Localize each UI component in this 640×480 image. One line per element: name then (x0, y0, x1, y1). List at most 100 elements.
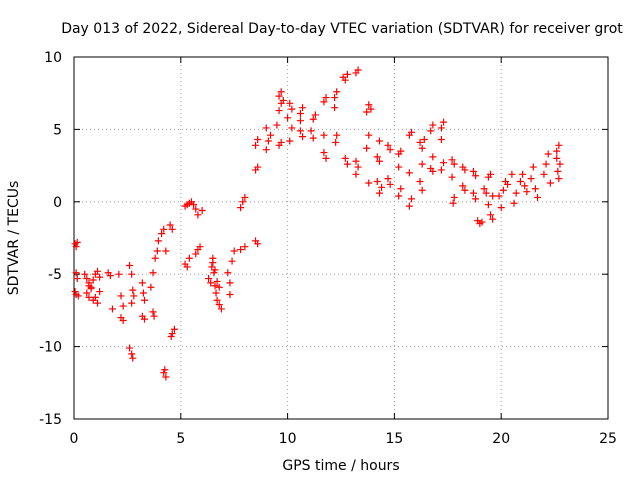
data-point (484, 201, 492, 209)
data-point (343, 70, 351, 78)
data-point (237, 204, 245, 212)
data-point (365, 179, 373, 187)
data-point (212, 289, 220, 297)
data-point (554, 167, 562, 175)
data-point (512, 189, 520, 197)
data-point (198, 206, 206, 214)
data-point (277, 88, 285, 96)
data-point (437, 124, 445, 132)
data-point (440, 118, 448, 126)
x-tick-label: 10 (279, 431, 297, 447)
data-point (288, 124, 296, 132)
data-point (320, 131, 328, 139)
data-point (158, 230, 166, 238)
data-point (264, 137, 272, 145)
data-point (365, 131, 373, 139)
data-point (386, 146, 394, 154)
data-point (556, 160, 564, 168)
data-point (119, 302, 127, 310)
data-point (183, 263, 191, 271)
data-point (275, 107, 283, 115)
data-point (153, 247, 161, 255)
data-point (162, 247, 170, 255)
data-point (230, 247, 238, 255)
data-point (333, 131, 341, 139)
data-point (448, 156, 456, 164)
data-point (139, 289, 147, 297)
data-point (331, 104, 339, 112)
data-point (320, 149, 328, 157)
grid-lines (74, 57, 608, 419)
data-point (416, 178, 424, 186)
data-point (386, 180, 394, 188)
data-point (495, 192, 503, 200)
data-point (213, 296, 221, 304)
data-point (407, 195, 415, 203)
data-point (418, 144, 426, 152)
x-axis-label: GPS time / hours (282, 458, 399, 474)
data-point (418, 160, 426, 168)
data-point (215, 283, 223, 291)
data-point (487, 170, 495, 178)
y-axis-ticks: -15 -10 -5 0 5 10 (39, 50, 608, 428)
data-point (192, 250, 200, 258)
data-point (352, 170, 360, 178)
data-point (482, 189, 490, 197)
data-point (375, 157, 383, 165)
data-point (354, 66, 362, 74)
data-point (205, 275, 213, 283)
data-point (553, 154, 561, 162)
data-point (343, 160, 351, 168)
data-point (81, 270, 89, 278)
data-point (489, 192, 497, 200)
y-axis-label: SDTVAR / TECUs (6, 181, 22, 296)
data-point (237, 246, 245, 254)
data-point (149, 308, 157, 316)
data-point (170, 325, 178, 333)
data-point (449, 199, 457, 207)
data-point (83, 275, 91, 283)
data-point (126, 344, 134, 352)
data-point (228, 257, 236, 265)
data-point (504, 180, 512, 188)
data-point (352, 157, 360, 165)
data-point (416, 138, 424, 146)
data-point (469, 189, 477, 197)
data-point (154, 237, 162, 245)
y-tick-label: 10 (44, 50, 62, 66)
data-point (523, 188, 531, 196)
data-point (296, 127, 304, 135)
data-point (459, 182, 467, 190)
data-point (378, 183, 386, 191)
data-point (299, 104, 307, 112)
data-point (273, 121, 281, 129)
data-point (73, 238, 81, 246)
data-point (275, 92, 283, 100)
data-point (138, 279, 146, 287)
data-point (375, 189, 383, 197)
data-points (71, 66, 564, 381)
data-point (224, 269, 232, 277)
data-point (286, 99, 294, 107)
data-point (553, 147, 561, 155)
data-point (373, 178, 381, 186)
data-point (226, 290, 234, 298)
data-point (140, 296, 148, 304)
data-point (129, 286, 137, 294)
data-point (429, 121, 437, 129)
data-point (450, 193, 458, 201)
data-point (544, 150, 552, 158)
data-point (375, 137, 383, 145)
data-point (167, 332, 175, 340)
data-point (429, 167, 437, 175)
data-point (93, 299, 101, 307)
data-point (128, 299, 136, 307)
data-point (217, 305, 225, 313)
data-point (373, 153, 381, 161)
x-tick-label: 20 (492, 431, 510, 447)
data-point (472, 172, 480, 180)
data-point (531, 185, 539, 193)
data-point (296, 109, 304, 117)
data-point (241, 243, 249, 251)
data-point (367, 105, 375, 113)
